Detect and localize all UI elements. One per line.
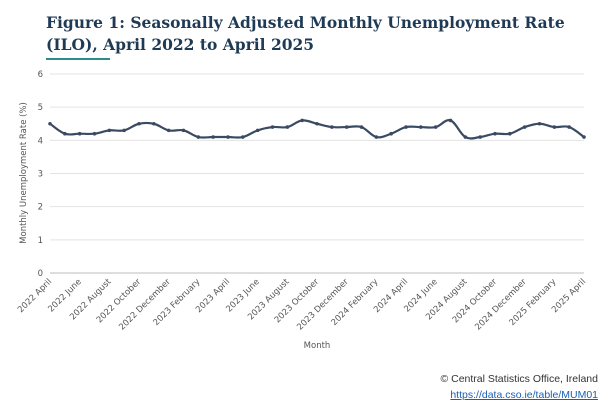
data-point (92, 131, 97, 136)
data-point (255, 128, 260, 133)
data-point (196, 135, 201, 139)
data-point (374, 135, 379, 139)
y-tick-label: 1 (38, 236, 43, 246)
data-point (241, 135, 245, 139)
data-point (107, 128, 112, 133)
data-point (181, 128, 186, 133)
data-point (493, 131, 497, 136)
data-point (552, 125, 557, 129)
y-tick-label: 2 (38, 203, 43, 213)
data-point (270, 125, 275, 129)
data-point (389, 131, 393, 136)
x-tick-label: 2024 December (473, 277, 529, 333)
data-point (522, 125, 527, 129)
x-tick-label: 2022 December (117, 277, 173, 333)
data-point (166, 128, 171, 133)
grid-lines (50, 73, 584, 274)
data-point (137, 121, 141, 126)
y-tick-label: 5 (38, 103, 43, 113)
data-point (448, 118, 453, 123)
y-tick-label: 4 (38, 136, 43, 146)
y-axis-ticks: 0 1 2 3 4 5 6 (38, 70, 43, 279)
source-block: © Central Statistics Office, Ireland htt… (440, 371, 598, 403)
y-axis-label: Monthly Unemployment Rate (%) (19, 102, 29, 244)
data-point (537, 121, 542, 126)
data-point (419, 125, 423, 129)
data-point (567, 125, 571, 129)
data-point (315, 121, 319, 126)
title-underline (46, 58, 110, 60)
data-point (211, 135, 215, 139)
y-tick-label: 0 (38, 269, 43, 279)
data-point (582, 135, 586, 139)
source-link[interactable]: https://data.cso.ie/table/MUM01 (450, 389, 598, 401)
data-point (359, 125, 364, 129)
data-point (285, 125, 290, 129)
data-point (226, 135, 230, 139)
data-point (330, 125, 334, 129)
data-point (77, 131, 82, 136)
data-point (122, 128, 126, 133)
data-point (63, 131, 67, 136)
data-point (152, 121, 156, 126)
y-tick-label: 3 (38, 170, 43, 180)
data-point (48, 121, 52, 126)
y-tick-label: 6 (38, 70, 43, 80)
data-point (344, 125, 349, 129)
data-point (463, 135, 468, 139)
chart-title: Figure 1: Seasonally Adjusted Monthly Un… (46, 13, 565, 54)
x-axis-label: Month (304, 341, 331, 351)
data-point (300, 118, 304, 123)
data-point (478, 135, 482, 139)
data-point (433, 125, 438, 129)
series (48, 118, 586, 140)
x-tick-label: 2023 December (295, 277, 351, 333)
copyright-text: © Central Statistics Office, Ireland (440, 373, 598, 385)
data-point (404, 125, 408, 129)
data-point (508, 131, 512, 136)
